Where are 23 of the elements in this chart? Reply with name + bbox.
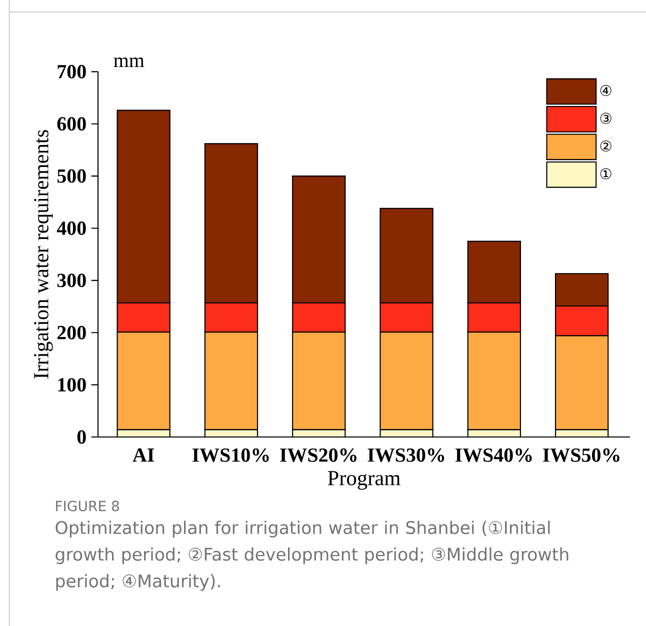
y-tick-label: 400 [56, 221, 86, 235]
legend-label: ③ [600, 112, 612, 124]
x-tick-label: IWS10% [192, 448, 269, 462]
legend-label: ④ [600, 85, 612, 96]
y-tick-label: 600 [57, 117, 86, 131]
x-tick-label: IWS20% [280, 448, 356, 462]
y-tick-label: 700 [58, 64, 86, 78]
y-tick-label: 500 [57, 169, 86, 183]
y-tick-label: 200 [57, 326, 86, 340]
x-tick-label: IWS40% [455, 448, 532, 462]
y-tick-label: 100 [58, 378, 86, 392]
x-tick-label: IWS30% [368, 448, 444, 462]
y-tick-label: 300 [57, 274, 86, 288]
caption: FIGURE 8 [56, 500, 119, 512]
x-tick-label: AI [132, 448, 154, 462]
y-axis-title: Irrigation water requirements [34, 130, 53, 379]
legend-label: ② [600, 140, 612, 152]
text: mm [114, 58, 144, 67]
text: Optimization plan for irrigation water in Shanbei (①Initial growth period; ②Fast development period; ③Middle growth period; ④Maturity). [56, 520, 568, 591]
legend-label: ① [600, 168, 612, 180]
x-tick-label: IWS50% [543, 448, 620, 462]
y-tick-label: 0 [77, 430, 86, 444]
x-axis-title: Program [328, 471, 400, 490]
